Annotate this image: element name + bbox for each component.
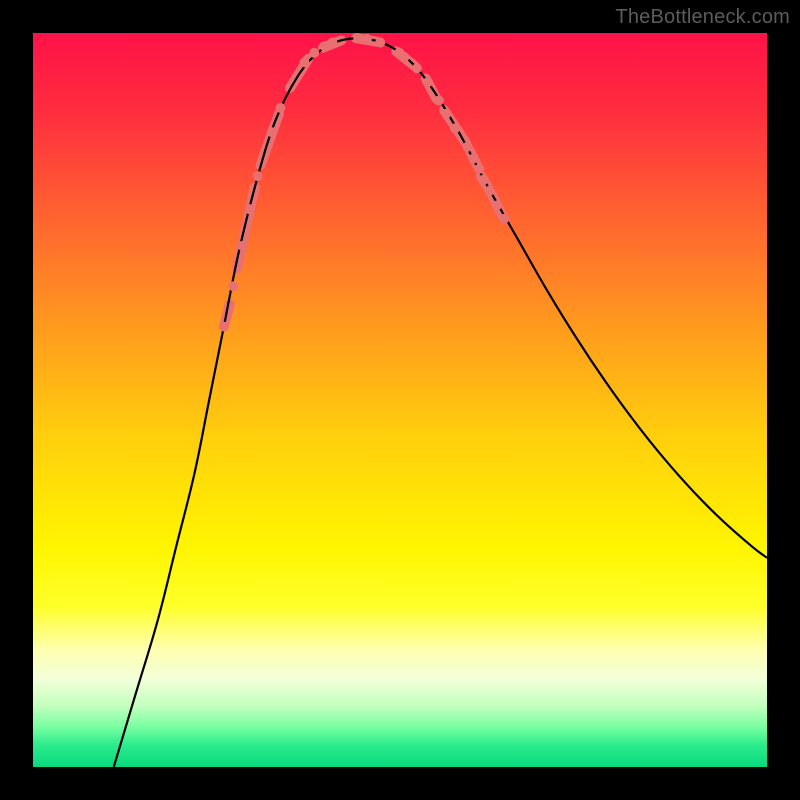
overlay-dot xyxy=(399,52,409,62)
overlay-dot xyxy=(219,322,229,332)
overlay-dot xyxy=(375,38,385,48)
overlay-dot xyxy=(412,63,422,73)
overlay-dot xyxy=(423,77,433,87)
overlay-dot xyxy=(253,171,263,181)
overlay-dot xyxy=(441,109,451,119)
overlay-dot xyxy=(434,96,444,106)
overlay-dot xyxy=(300,57,310,67)
overlay-dot xyxy=(463,142,473,152)
overlay-dot xyxy=(228,281,238,291)
overlay-dot xyxy=(479,175,489,185)
overlay-dot xyxy=(327,38,337,48)
overlay-dot xyxy=(492,200,502,210)
overlay-dot xyxy=(450,123,460,133)
overlay-dot xyxy=(485,186,495,196)
plot-area xyxy=(33,33,767,767)
overlay-dot xyxy=(499,214,509,224)
overlay-dot xyxy=(237,241,247,251)
overlay-dot xyxy=(474,164,484,174)
overlay-dot xyxy=(309,48,319,58)
bottleneck-curve xyxy=(114,38,767,767)
overlay-dot xyxy=(267,127,277,137)
overlay-dot xyxy=(245,204,255,214)
overlay-dot xyxy=(275,103,285,113)
curve-layer xyxy=(33,33,767,767)
watermark-text: TheBottleneck.com xyxy=(615,6,790,29)
overlay-dot xyxy=(468,154,478,164)
overlay-dot xyxy=(362,34,372,44)
overlay-dot xyxy=(353,33,363,43)
